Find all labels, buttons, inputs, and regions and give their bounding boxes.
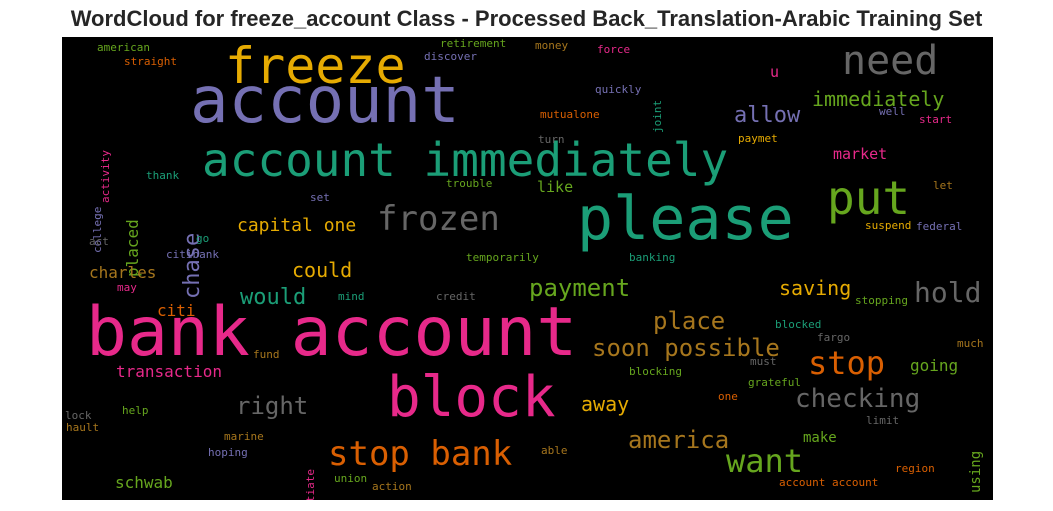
- word-checking: checking: [795, 384, 921, 414]
- word-make: make: [803, 430, 837, 446]
- word-allow: allow: [734, 103, 801, 128]
- word-citi: citi: [157, 301, 196, 320]
- word-stop: stop: [808, 344, 886, 382]
- word-american: american: [97, 41, 150, 54]
- word-mind: mind: [338, 290, 365, 303]
- word-account-immediately: account immediately: [202, 133, 729, 187]
- word-banking: banking: [629, 251, 676, 264]
- word-fund: fund: [253, 348, 280, 361]
- word-discover: discover: [424, 50, 477, 63]
- word-payment: payment: [529, 274, 631, 302]
- word-set: set: [310, 191, 330, 204]
- word-money: money: [535, 39, 569, 52]
- word-much: much: [957, 337, 984, 350]
- word-grateful: grateful: [748, 376, 801, 389]
- word-freeze: freeze: [225, 37, 406, 95]
- word-fargo: fargo: [817, 331, 851, 344]
- word-limit: limit: [866, 414, 900, 427]
- word-blocking: blocking: [629, 365, 682, 378]
- word-going: going: [910, 356, 959, 375]
- word-activity: activity: [99, 149, 112, 203]
- word-would: would: [240, 285, 307, 310]
- word-turn: turn: [538, 133, 565, 146]
- word-could: could: [292, 258, 353, 282]
- word-capital-one: capital one: [237, 215, 357, 236]
- word-stop-bank: stop bank: [328, 434, 513, 474]
- word-federal: federal: [916, 220, 963, 233]
- word-citibank: citibank: [166, 248, 219, 261]
- word-marine: marine: [224, 430, 264, 443]
- word-go: go: [196, 232, 210, 245]
- word-account: account: [190, 64, 460, 138]
- word-joint: joint: [651, 99, 664, 133]
- word-let: let: [933, 179, 953, 192]
- word-may: may: [117, 281, 137, 294]
- word-cloud: bank account account please block freeze acco…: [62, 37, 993, 500]
- word-one: one: [718, 390, 738, 403]
- word-must: must: [750, 355, 777, 368]
- word-retirement: retirement: [440, 37, 507, 50]
- word-trouble: trouble: [446, 177, 493, 190]
- word-union: union: [334, 472, 368, 485]
- word-able: able: [541, 444, 568, 457]
- word-suspend: suspend: [865, 219, 912, 232]
- word-u: u: [770, 63, 780, 81]
- word-frozen: frozen: [377, 199, 500, 239]
- word-schwab: schwab: [115, 473, 173, 492]
- word-right: right: [236, 392, 309, 420]
- word-please: please: [577, 184, 794, 254]
- word-mutualone: mutualone: [540, 108, 600, 121]
- word-well: well: [879, 105, 906, 118]
- word-paymet: paymet: [738, 132, 778, 145]
- word-quickly: quickly: [595, 83, 642, 96]
- word-hold: hold: [914, 276, 982, 309]
- word-market: market: [833, 145, 888, 163]
- word-put: put: [827, 171, 911, 225]
- word-help: help: [122, 404, 149, 417]
- word-temporarily: temporarily: [466, 251, 539, 264]
- word-credit: credit: [436, 290, 476, 303]
- word-immediately: immediately: [812, 87, 945, 111]
- word-stopping: stopping: [855, 294, 908, 307]
- word-lock: lock: [65, 409, 92, 422]
- word-charles: charles: [89, 263, 157, 282]
- word-bank-account: bank account: [86, 293, 578, 372]
- word-initiate: initiate: [304, 468, 317, 500]
- word-straight: straight: [124, 55, 177, 68]
- word-thank: thank: [146, 169, 180, 182]
- word-saving: saving: [779, 276, 852, 300]
- word-transaction: transaction: [116, 362, 222, 381]
- word-region: region: [895, 462, 935, 475]
- word-blocked: blocked: [775, 318, 822, 331]
- word-using: using: [968, 450, 984, 493]
- word-hault: hault: [66, 421, 100, 434]
- word-need: need: [842, 38, 939, 84]
- word-away: away: [581, 392, 630, 416]
- word-block: block: [387, 365, 556, 430]
- word-soon-possible: soon possible: [592, 334, 780, 362]
- word-want: want: [726, 442, 804, 480]
- word-hoping: hoping: [208, 446, 248, 459]
- word-start: start: [919, 113, 953, 126]
- word-act: act: [89, 235, 109, 248]
- word-action: action: [372, 480, 412, 493]
- word-account-account: account account: [779, 476, 879, 489]
- figure-title: WordCloud for freeze_account Class - Pro…: [70, 6, 983, 31]
- word-force: force: [597, 43, 631, 56]
- word-place: place: [653, 307, 726, 335]
- word-like: like: [537, 178, 574, 196]
- word-america: america: [628, 426, 730, 454]
